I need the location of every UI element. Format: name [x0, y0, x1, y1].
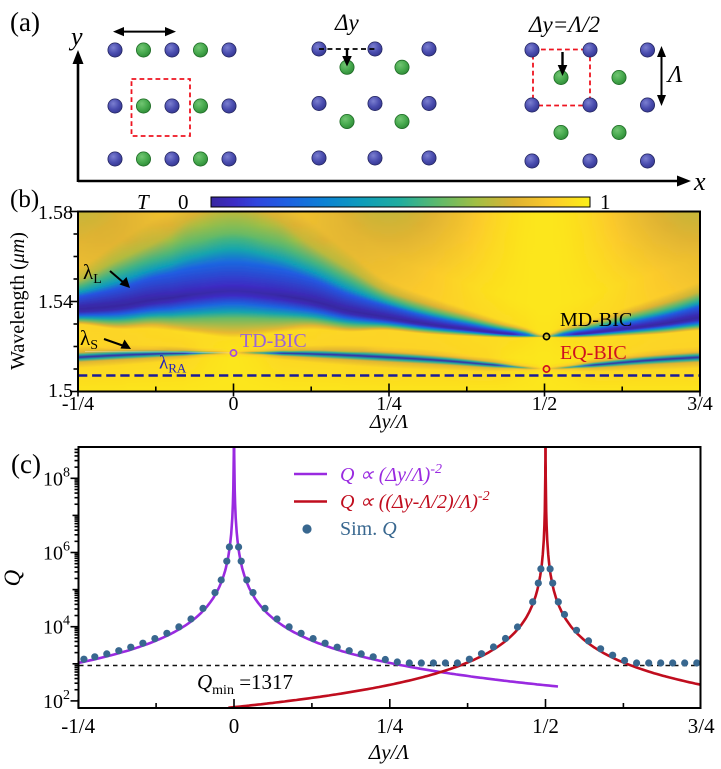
- svg-text:10: 10: [43, 468, 63, 490]
- svg-text:(a): (a): [10, 7, 40, 37]
- svg-text:Sim. Q: Sim. Q: [340, 518, 397, 540]
- svg-text:y: y: [68, 22, 83, 51]
- svg-text:6: 6: [63, 540, 70, 555]
- svg-text:Q ∝ ((Δy-Λ/2)/Λ)-2: Q ∝ ((Δy-Λ/2)/Λ)-2: [340, 489, 490, 513]
- svg-text:1/2: 1/2: [532, 714, 559, 738]
- svg-text:(b): (b): [10, 186, 39, 213]
- svg-text:Q: Q: [0, 569, 25, 586]
- svg-text:10: 10: [43, 617, 63, 639]
- svg-text:Δy=Λ/2: Δy=Λ/2: [528, 12, 600, 37]
- svg-text:-1/4: -1/4: [61, 714, 95, 738]
- svg-text:2: 2: [63, 688, 70, 703]
- svg-text:x: x: [693, 167, 706, 196]
- svg-text:1/2: 1/2: [532, 393, 558, 415]
- svg-text:(c): (c): [11, 449, 41, 479]
- svg-text:1/4: 1/4: [376, 714, 403, 738]
- svg-text:1.58: 1.58: [38, 202, 73, 224]
- svg-text:10: 10: [43, 543, 63, 565]
- svg-text:Δy/Λ: Δy/Λ: [368, 740, 409, 764]
- svg-text:MD-BIC: MD-BIC: [560, 309, 632, 331]
- svg-text:T: T: [137, 190, 150, 214]
- svg-text:4: 4: [63, 614, 70, 629]
- svg-text:0: 0: [178, 190, 189, 214]
- svg-text:Δy: Δy: [334, 10, 359, 35]
- svg-text:TD-BIC: TD-BIC: [240, 330, 307, 352]
- svg-text:1/4: 1/4: [376, 393, 402, 415]
- svg-text:Qmin =1317: Qmin =1317: [197, 670, 293, 698]
- svg-text:10: 10: [43, 691, 63, 713]
- svg-text:1: 1: [600, 190, 611, 214]
- svg-text:1.54: 1.54: [38, 291, 73, 313]
- svg-text:Δy/Λ: Δy/Λ: [369, 411, 408, 433]
- svg-text:3/4: 3/4: [688, 714, 715, 738]
- svg-text:1.5: 1.5: [48, 380, 73, 402]
- svg-text:EQ-BIC: EQ-BIC: [560, 342, 627, 364]
- svg-text:0: 0: [229, 393, 239, 415]
- svg-text:-1/4: -1/4: [62, 393, 94, 415]
- svg-text:0: 0: [229, 714, 240, 738]
- svg-text:Λ: Λ: [666, 62, 683, 88]
- svg-text:8: 8: [63, 465, 70, 480]
- svg-text:Q ∝ (Δy/Λ)-2: Q ∝ (Δy/Λ)-2: [340, 462, 442, 486]
- svg-text:Wavelength (μm): Wavelength (μm): [7, 232, 29, 370]
- svg-text:3/4: 3/4: [687, 393, 713, 415]
